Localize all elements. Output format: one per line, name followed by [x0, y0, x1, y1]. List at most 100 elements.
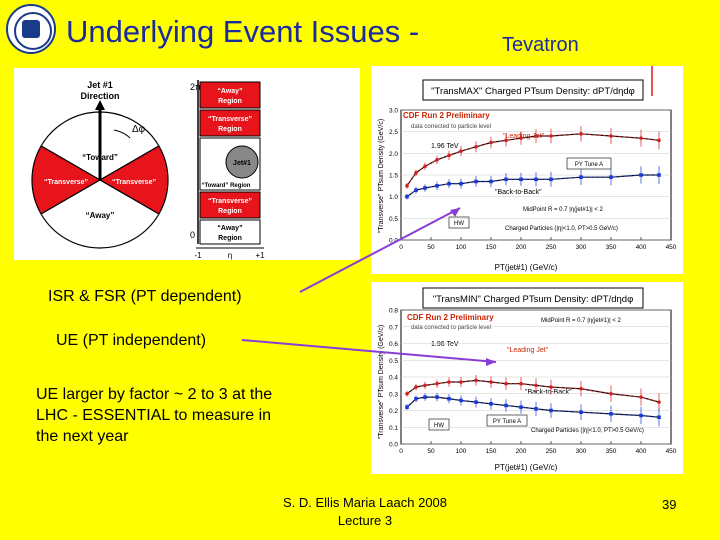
- transverse-region-bottom-label: “Transverse”: [208, 198, 252, 205]
- transmin-ytick-label: 0.1: [389, 425, 398, 432]
- transmin-ytick-label: 0.2: [389, 408, 398, 415]
- away-region-bottom: [199, 219, 261, 245]
- transmin-series-0-point: [657, 400, 661, 404]
- toward-sector-right: [99, 111, 160, 182]
- transmin-series-0-point: [639, 395, 643, 399]
- transmax-ann-cdf: CDF Run 2 Preliminary: [403, 111, 490, 120]
- transmax-series-1-point: [549, 177, 553, 182]
- transverse-sector-left: [31, 145, 102, 215]
- transmin-ann-cdf: CDF Run 2 Preliminary: [407, 313, 494, 322]
- transmin-ann-midpoint: MidPoint R = 0.7 |η(jet#1)| < 2: [541, 318, 621, 324]
- transmax-series-1-point: [459, 181, 463, 186]
- transmax-ytick-label: 1.0: [389, 194, 398, 201]
- transmax-xtick-label: 150: [486, 244, 497, 251]
- transmin-ann-hw: HW: [434, 423, 444, 429]
- dphi-label: Δφ: [132, 124, 146, 135]
- transmax-series-0-point: [609, 134, 613, 138]
- transmin-ytick-label: 0.0: [389, 442, 398, 449]
- transmin-series-1-point: [414, 396, 418, 401]
- footer: S. D. Ellis Maria Laach 2008 Lecture 3: [260, 494, 470, 530]
- transmin-series-0-point: [579, 386, 583, 391]
- transmax-series-0-point: [414, 171, 418, 175]
- transmax-ann-corrected: data corrected to particle level: [411, 124, 491, 130]
- jet1-label: Jet#1: [233, 160, 251, 167]
- transmax-series-1-point: [489, 179, 493, 184]
- transverse-region-top-sub: Region: [218, 126, 242, 133]
- transmax-ann-leading: "Leading Jet": [503, 133, 545, 140]
- transmin-series-1-point: [579, 410, 583, 414]
- ue-independent-label: UE (PT independent): [56, 332, 207, 349]
- ue-larger-text: UE larger by factor ~ 2 to 3 at the LHC …: [36, 386, 273, 445]
- transmin-series-0-point: [489, 380, 493, 384]
- jet-direction-label-2: Direction: [80, 91, 119, 101]
- transmin-series-0-point: [609, 391, 613, 396]
- transmax-ann-b2b: "Back-to-Back": [495, 189, 542, 196]
- transmax-xtick-label: 350: [606, 244, 617, 251]
- transmax-series-1-point: [405, 194, 409, 199]
- transmin-ann-b2b: "Back-to-Back": [525, 389, 572, 396]
- transmax-series-1-point: [609, 175, 613, 179]
- transmax-xtick-label: 50: [427, 244, 435, 251]
- transmin-series-0-point: [435, 381, 439, 386]
- transmin-xtick-label: 450: [666, 448, 677, 455]
- transmax-xtick-label: 250: [546, 244, 557, 251]
- transmin-series-1-point: [423, 395, 427, 399]
- footer-line-1: S. D. Ellis Maria Laach 2008: [282, 495, 448, 510]
- transmin-series-1-point: [435, 395, 439, 399]
- transmin-series-1-point: [657, 415, 661, 419]
- transmin-xtick-label: 300: [576, 448, 587, 455]
- transmin-ann-charged: Charged Particles (|η|<1.0, PT>0.5 GeV/c…: [531, 428, 644, 434]
- transmin-xtick-label: 400: [636, 448, 647, 455]
- toward-label: “Toward”: [82, 153, 118, 162]
- transmax-ann-midpoint: MidPoint R = 0.7 |η(jet#1)| < 2: [523, 207, 603, 213]
- transmin-ytick-label: 0.4: [389, 375, 398, 382]
- transmin-chart-svg: "TransMIN" Charged PTsum Density: dPT/dη…: [378, 287, 677, 472]
- jet-direction-label-1: Jet #1: [87, 80, 113, 90]
- transmax-pytune-box: [566, 157, 612, 170]
- transmax-series-0-point: [423, 164, 427, 169]
- transmin-xtick-label: 200: [516, 448, 527, 455]
- transmax-series-0-point: [435, 158, 439, 162]
- seal-ring: [14, 12, 52, 50]
- transmax-series-1-point: [504, 177, 508, 182]
- transmax-ytick-label: 3.0: [389, 108, 398, 115]
- transmin-ytick-label: 0.8: [389, 308, 398, 315]
- transmin-series-1-point: [609, 412, 613, 416]
- transmin-series-1-point: [504, 403, 508, 408]
- transmin-xtick-label: 50: [427, 448, 435, 455]
- transverse-region-bottom: [199, 191, 261, 219]
- transmax-series-1-point: [474, 179, 478, 184]
- transmax-xtick-label: 200: [516, 244, 527, 251]
- transmax-ytick-label: 2.5: [389, 129, 398, 136]
- transmin-pytune-box: [486, 414, 528, 427]
- transmin-series-0-point: [534, 383, 538, 388]
- jet-arrow-head: [95, 100, 105, 110]
- transmin-xtick-label: 250: [546, 448, 557, 455]
- transmin-series-0-point: [549, 385, 553, 389]
- transmax-ann-hw: HW: [454, 221, 464, 227]
- transmax-series-1-point: [423, 186, 427, 190]
- away-region-bottom-sub: Region: [218, 235, 242, 242]
- transmax-series-1-point: [579, 175, 583, 179]
- transverse-region-bottom-sub: Region: [218, 208, 242, 215]
- page-number: 39: [662, 497, 677, 512]
- transmax-series-1-point: [639, 173, 643, 177]
- transmin-ytick-label: 0.3: [389, 391, 398, 398]
- transmax-series-1-point: [414, 188, 418, 192]
- transmin-ytick-label: 0.6: [389, 341, 398, 348]
- away-region-top: [199, 81, 261, 109]
- transmin-xtick-label: 100: [456, 448, 467, 455]
- transmin-title-box: [422, 287, 644, 309]
- away-label: “Away”: [86, 211, 115, 220]
- transmax-series-1-point: [657, 173, 661, 177]
- transmin-series-1-dashed: [406, 396, 660, 418]
- region-diagram: Jet #1 Direction Δφ “Toward” “Transverse…: [14, 68, 360, 260]
- transmax-series-1-point: [435, 184, 439, 188]
- transmin-xtick-label: 0: [399, 448, 403, 455]
- dphi-arc: [113, 129, 131, 139]
- transmin-series-1-curve: [406, 396, 660, 418]
- transmax-series-0-curve: [406, 133, 660, 187]
- transmin-series-1-point: [474, 400, 478, 404]
- transmax-series-0-point: [405, 184, 409, 188]
- transmax-ytick-label: 2.0: [389, 151, 398, 158]
